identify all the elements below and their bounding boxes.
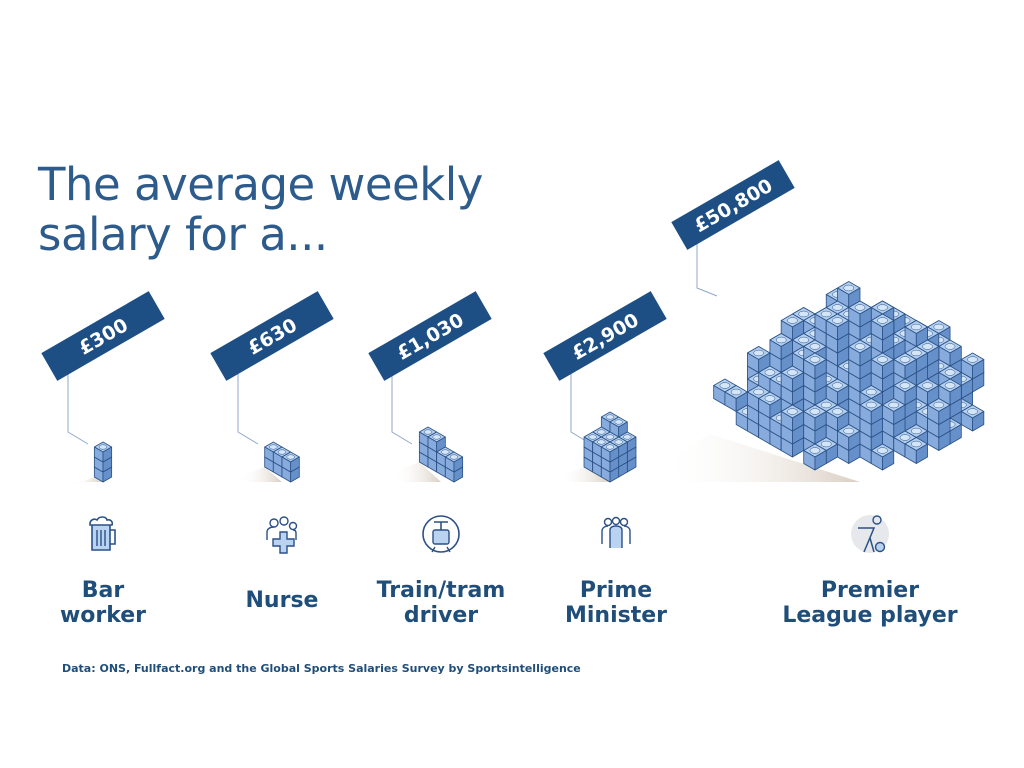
banner-background	[368, 291, 492, 381]
cube	[758, 391, 782, 419]
category-label-premier-league-player: Premier League player	[760, 578, 980, 628]
cube	[882, 398, 906, 425]
cube	[803, 404, 827, 432]
leader-line	[67, 366, 89, 445]
leader-line	[570, 366, 592, 445]
cube	[904, 437, 928, 464]
title-line-2: salary for a...	[38, 208, 328, 261]
shadows	[69, 434, 860, 487]
category-label-line: Bar	[81, 578, 125, 603]
tram-icon	[421, 514, 461, 561]
category-label-line: Premier	[820, 578, 920, 603]
cube-shadow	[394, 462, 441, 482]
title-line-1: The average weekly	[38, 158, 483, 211]
category-label-line: worker	[59, 603, 147, 628]
cube-shadow	[239, 467, 282, 482]
football-player-icon	[850, 514, 890, 561]
value-banner-train-tram-driver: £1,030	[368, 291, 492, 381]
leader-line	[391, 366, 413, 445]
category-label-nurse: Nurse	[172, 588, 392, 613]
cube	[927, 398, 951, 425]
cube	[803, 443, 827, 471]
cube-stack-bar-worker	[93, 441, 113, 483]
beer-mug-icon	[83, 514, 123, 561]
cube	[281, 451, 300, 473]
value-banner-prime-minister: £2,900	[543, 291, 667, 381]
category-label-line: Train/tram	[376, 578, 506, 603]
category-label-line: Minister	[564, 603, 668, 628]
category-label-bar-worker: Bar worker	[0, 578, 213, 628]
leader-line	[696, 235, 718, 297]
cube-stacks	[93, 281, 985, 483]
banner-background	[543, 291, 667, 381]
cube-shadow	[69, 477, 103, 487]
cube	[893, 378, 917, 406]
cube	[870, 313, 895, 341]
cube	[848, 339, 872, 367]
page-title: The average weekly salary for a...	[38, 160, 483, 260]
value-banner-nurse: £630	[210, 291, 334, 381]
category-label-prime-minister: Prime Minister	[506, 578, 726, 628]
prime-minister-people-icon	[596, 514, 636, 561]
banner-background	[671, 160, 795, 250]
cube	[870, 443, 895, 471]
cube	[600, 441, 620, 463]
cube	[960, 404, 985, 432]
cube	[859, 398, 883, 425]
cube-stack-prime-minister	[583, 411, 637, 483]
banner-background	[210, 291, 334, 381]
cube-stack-train-tram-driver	[418, 426, 464, 483]
value-banner-bar-worker: £300	[41, 291, 165, 381]
banner-background	[41, 291, 165, 381]
category-label-line: League player	[782, 603, 958, 628]
source-note: Data: ONS, Fullfact.org and the Global S…	[62, 662, 581, 675]
leader-line	[237, 366, 259, 445]
cube-stack-premier-league-player	[713, 281, 985, 471]
cube	[93, 441, 113, 463]
cube	[825, 404, 850, 432]
category-label-line: Prime	[579, 578, 653, 603]
cube	[780, 404, 805, 432]
category-label-line: Nurse	[245, 588, 319, 613]
cube-shadow	[660, 434, 860, 482]
category-label-line: driver	[403, 603, 479, 628]
cube	[803, 352, 827, 380]
cube-stack-nurse	[264, 441, 300, 483]
cube	[938, 339, 962, 367]
cube	[609, 416, 628, 438]
cube	[780, 365, 805, 393]
category-label-train-tram-driver: Train/tram driver	[331, 578, 551, 628]
cube	[444, 451, 464, 473]
value-banner-premier-league-player: £50,800	[671, 160, 795, 250]
cube-shadow	[559, 467, 610, 482]
cube	[837, 424, 861, 451]
cube	[938, 378, 962, 406]
nurse-cross-icon	[262, 514, 302, 561]
cube	[769, 333, 793, 360]
cube	[825, 313, 850, 341]
cube	[870, 352, 895, 380]
